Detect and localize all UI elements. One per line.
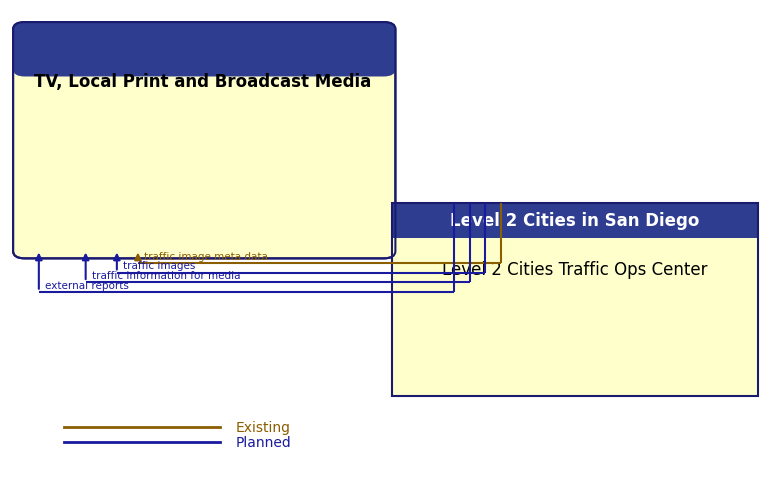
Text: Existing: Existing	[236, 420, 290, 434]
Bar	[392, 203, 758, 396]
Text: Planned: Planned	[236, 435, 291, 449]
Text: Level 2 Cities Traffic Ops Center: Level 2 Cities Traffic Ops Center	[442, 261, 708, 279]
Text: traffic image meta data: traffic image meta data	[144, 251, 268, 261]
Text: Level 2 Cities in San Diego: Level 2 Cities in San Diego	[450, 212, 699, 230]
Bar	[392, 203, 758, 238]
Text: traffic information for media: traffic information for media	[92, 271, 240, 281]
Bar	[392, 238, 758, 396]
Text: traffic images: traffic images	[123, 261, 196, 271]
Text: TV, Local Print and Broadcast Media: TV, Local Print and Broadcast Media	[34, 73, 371, 91]
FancyBboxPatch shape	[13, 23, 395, 77]
FancyBboxPatch shape	[13, 23, 395, 259]
Text: external reports: external reports	[45, 280, 129, 290]
